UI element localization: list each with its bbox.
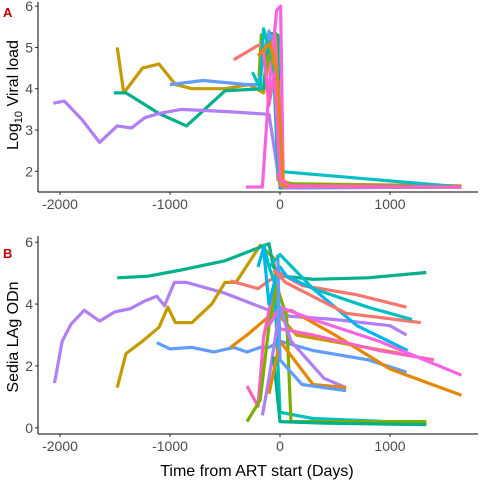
panel-b-tag: B: [3, 246, 12, 261]
panel-a-series-line-10: [261, 51, 462, 189]
panel-b-series-line-13: [271, 356, 427, 427]
panel-a-series: [53, 4, 462, 190]
panel-b-x-tick-label: 1000: [374, 438, 405, 454]
panel-a-series-line-9: [256, 41, 462, 189]
panel-b-y-axis-title: Sedia LAg ODn: [5, 281, 22, 392]
panel-b-series-line-15: [276, 254, 347, 393]
panel-b-series-line-9: [245, 283, 427, 424]
panel-a-viral-load: A Log10 Viral load 2 3 4 5 6 -2000 -1000 0 1000: [3, 0, 478, 212]
panel-a-ylabel-prefix: Log: [5, 123, 22, 150]
panel-b-y-tick-label: 6: [25, 234, 33, 250]
panel-b-series-line-3: [117, 242, 427, 281]
panel-b-x-ticks: -2000 -1000 0 1000: [42, 434, 406, 454]
panel-b-series-line-1: [52, 280, 408, 384]
panel-a-x-ticks: -2000 -1000 0 1000: [42, 192, 406, 212]
panel-b-y-tick-label: 2: [25, 358, 33, 374]
panel-b-x-tick-label: 0: [276, 438, 284, 454]
panel-a-y-tick-label: 6: [25, 0, 33, 14]
panel-b-series-line-11: [267, 305, 463, 377]
panel-a-y-tick-label: 5: [25, 39, 33, 55]
panel-a-x-tick-label: -2000: [42, 196, 78, 212]
panel-a-series-line-2: [113, 31, 462, 190]
panel-b-series-line-10: [256, 246, 409, 352]
panel-a-y-ticks: 2 3 4 5 6: [25, 0, 38, 179]
panel-b-series-line-12: [260, 305, 347, 416]
panel-b-x-axis-title: Time from ART start (Days): [160, 463, 354, 480]
panel-a-y-tick-label: 3: [25, 122, 33, 138]
panel-b-x-tick-label: -1000: [152, 438, 188, 454]
panel-b-series-line-4: [156, 339, 407, 374]
panel-a-ylabel-suffix: Viral load: [5, 40, 22, 111]
panel-b-y-ticks: 0 2 4 6: [25, 234, 38, 436]
panel-a-series-line-3: [53, 99, 462, 189]
panel-a-x-tick-label: 0: [276, 196, 284, 212]
panel-a-y-tick-label: 4: [25, 81, 33, 97]
panel-a-x-tick-label: -1000: [152, 196, 188, 212]
panel-a-ylabel-subscript: 10: [13, 111, 25, 123]
panel-b-y-tick-label: 4: [25, 296, 33, 312]
panel-a-y-axis-title: Log10 Viral load: [5, 40, 25, 150]
panel-a-tag: A: [3, 5, 13, 20]
panel-b-lag-odn: B Sedia LAg ODn 0 2 4 6 -2000 -1000 0 1000 Tim…: [3, 234, 478, 480]
panel-b-series: [52, 242, 463, 427]
panel-b-y-tick-label: 0: [25, 420, 33, 436]
panel-b-series-line-16: [272, 268, 421, 325]
panel-b-x-tick-label: -2000: [42, 438, 78, 454]
panel-b-series-line-17: [267, 253, 413, 322]
panel-a-y-tick-label: 2: [25, 163, 33, 179]
panel-a-x-tick-label: 1000: [374, 196, 405, 212]
panel-a-series-line-5: [257, 31, 462, 189]
panel-b-series-line-14: [267, 339, 347, 395]
